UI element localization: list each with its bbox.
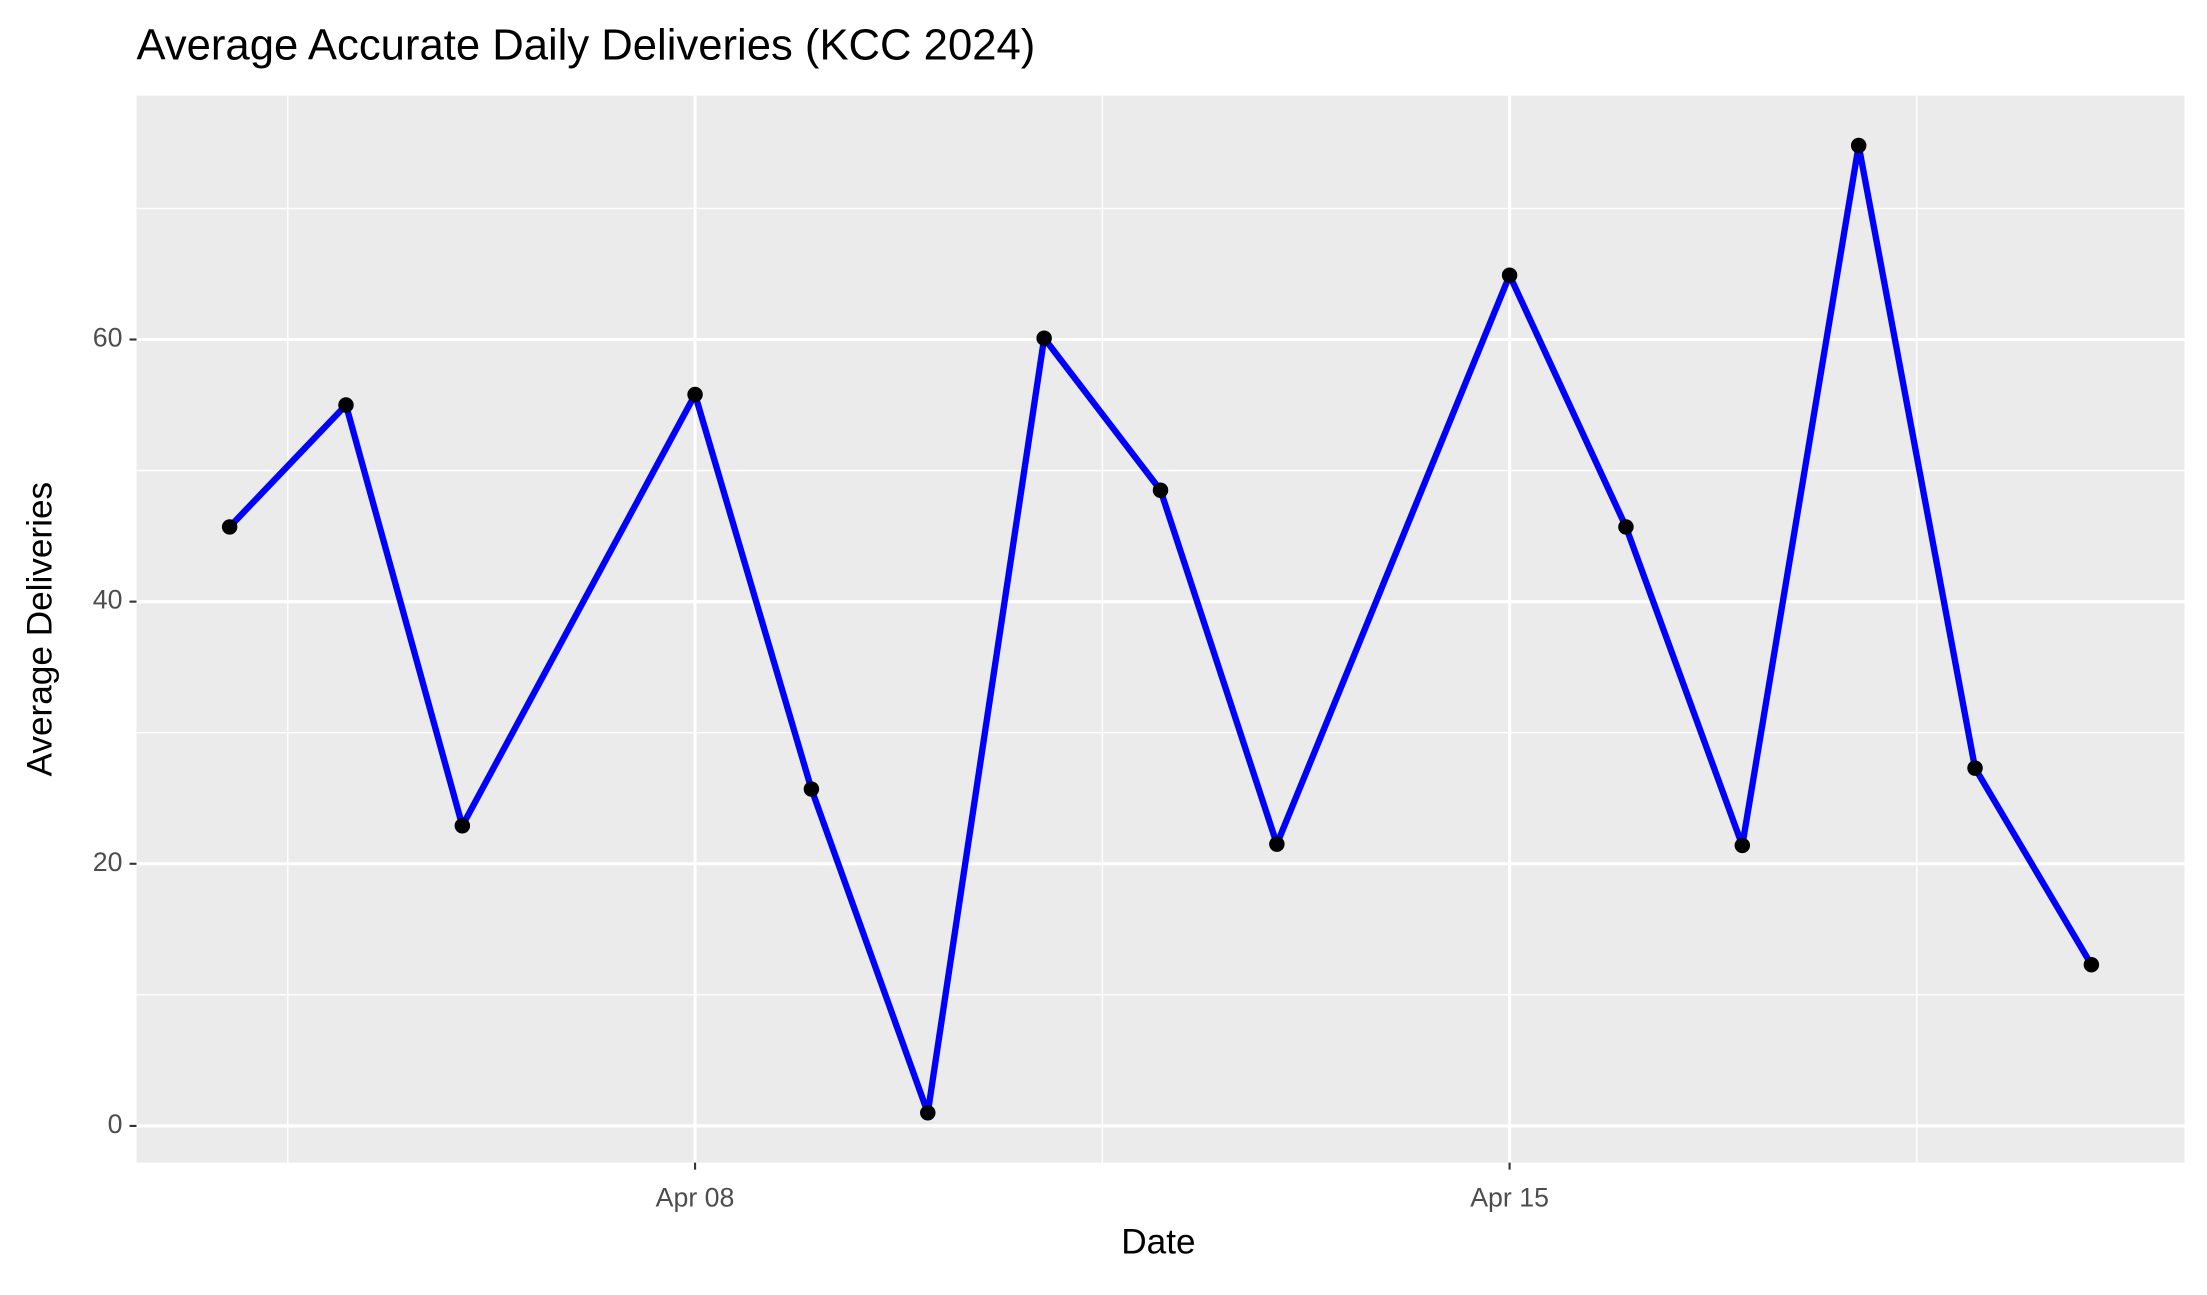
y-axis-label: Average Deliveries bbox=[21, 482, 60, 777]
data-point bbox=[1734, 837, 1751, 854]
x-axis-label: Date bbox=[1121, 1223, 1195, 1262]
data-point bbox=[1967, 760, 1983, 776]
data-point bbox=[1152, 482, 1169, 498]
data-point bbox=[1618, 519, 1634, 535]
data-point bbox=[1501, 267, 1518, 284]
x-tick-label: Apr 08 bbox=[656, 1182, 735, 1212]
y-tick-label: 20 bbox=[93, 847, 123, 877]
data-point bbox=[687, 386, 703, 403]
data-point bbox=[338, 397, 354, 413]
data-point bbox=[1269, 836, 1285, 852]
y-tick-label: 0 bbox=[108, 1109, 123, 1139]
data-point bbox=[454, 818, 471, 834]
y-tick-label: 60 bbox=[93, 323, 123, 353]
data-point bbox=[920, 1105, 936, 1121]
y-tick-label: 40 bbox=[93, 585, 123, 615]
data-point bbox=[803, 781, 820, 797]
data-point bbox=[221, 519, 238, 535]
plot-panel bbox=[136, 95, 2185, 1163]
chart-title: Average Accurate Daily Deliveries (KCC 2… bbox=[137, 21, 1036, 69]
x-tick-label: Apr 15 bbox=[1470, 1182, 1549, 1212]
data-point bbox=[1850, 137, 1867, 154]
data-point bbox=[1036, 330, 1052, 346]
data-point bbox=[2083, 956, 2100, 973]
